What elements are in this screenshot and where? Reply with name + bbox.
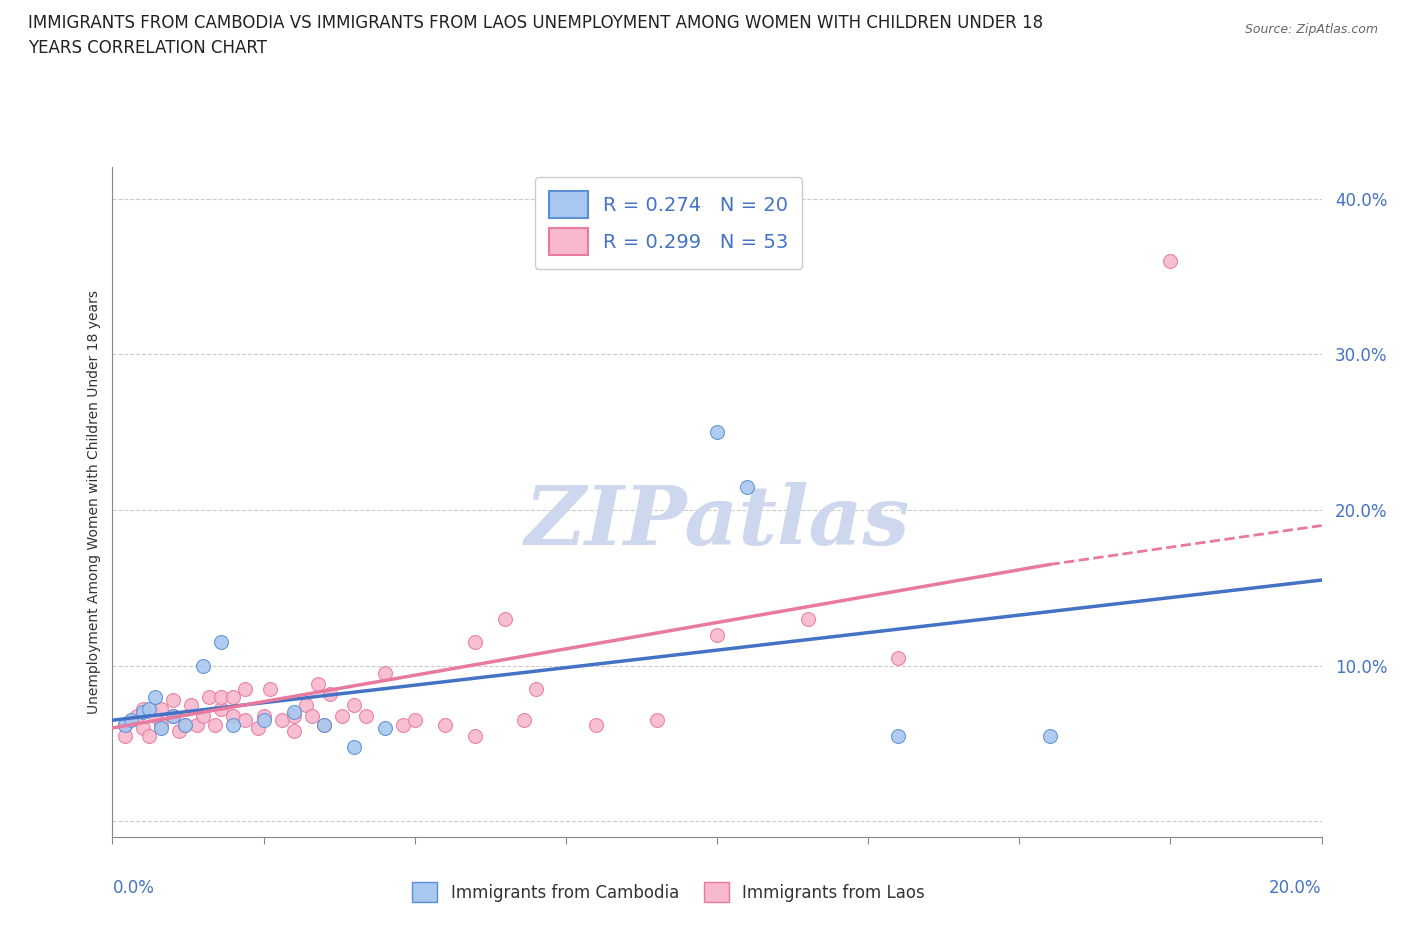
Point xyxy=(495,612,517,627)
Point xyxy=(524,682,547,697)
Point xyxy=(796,612,818,627)
Point xyxy=(391,717,413,732)
Point xyxy=(283,708,305,723)
Point xyxy=(138,702,160,717)
Point xyxy=(283,724,305,738)
Point xyxy=(222,708,245,723)
Point xyxy=(235,712,257,727)
Point xyxy=(307,677,329,692)
Point xyxy=(162,708,184,723)
Text: 20.0%: 20.0% xyxy=(1270,879,1322,897)
Point xyxy=(174,717,197,732)
Point xyxy=(585,717,607,732)
Point xyxy=(464,728,486,743)
Text: 0.0%: 0.0% xyxy=(112,879,155,897)
Point xyxy=(283,705,305,720)
Point xyxy=(1159,253,1181,268)
Point xyxy=(209,635,232,650)
Text: YEARS CORRELATION CHART: YEARS CORRELATION CHART xyxy=(28,39,267,57)
Point xyxy=(180,698,202,712)
Text: ZIPatlas: ZIPatlas xyxy=(524,483,910,563)
Point xyxy=(149,721,172,736)
Y-axis label: Unemployment Among Women with Children Under 18 years: Unemployment Among Women with Children U… xyxy=(87,290,101,714)
Point xyxy=(330,708,353,723)
Point xyxy=(114,728,136,743)
Point xyxy=(246,721,269,736)
Text: IMMIGRANTS FROM CAMBODIA VS IMMIGRANTS FROM LAOS UNEMPLOYMENT AMONG WOMEN WITH C: IMMIGRANTS FROM CAMBODIA VS IMMIGRANTS F… xyxy=(28,14,1043,32)
Point xyxy=(1038,728,1062,743)
Point xyxy=(253,708,276,723)
Point xyxy=(887,650,910,665)
Point xyxy=(132,705,155,720)
Point xyxy=(174,717,197,732)
Point xyxy=(259,682,281,697)
Point xyxy=(149,702,172,717)
Point xyxy=(706,425,728,440)
Point xyxy=(295,698,318,712)
Point xyxy=(149,717,172,732)
Point xyxy=(314,717,336,732)
Point xyxy=(162,708,184,723)
Point xyxy=(222,689,245,704)
Point xyxy=(512,712,534,727)
Point xyxy=(343,698,366,712)
Point xyxy=(314,717,336,732)
Point xyxy=(433,717,456,732)
Point xyxy=(125,708,148,723)
Point xyxy=(132,721,155,736)
Point xyxy=(374,666,396,681)
Point xyxy=(198,689,221,704)
Point xyxy=(120,712,142,727)
Text: Source: ZipAtlas.com: Source: ZipAtlas.com xyxy=(1244,23,1378,36)
Point xyxy=(209,702,232,717)
Point xyxy=(706,627,728,642)
Point xyxy=(167,724,190,738)
Point xyxy=(301,708,323,723)
Point xyxy=(191,658,214,673)
Point xyxy=(114,717,136,732)
Point xyxy=(204,717,226,732)
Point xyxy=(209,689,232,704)
Point xyxy=(404,712,426,727)
Point xyxy=(737,479,759,494)
Point xyxy=(186,717,208,732)
Point xyxy=(143,708,166,723)
Point xyxy=(191,708,214,723)
Point xyxy=(343,739,366,754)
Legend: Immigrants from Cambodia, Immigrants from Laos: Immigrants from Cambodia, Immigrants fro… xyxy=(406,875,932,909)
Point xyxy=(270,712,292,727)
Point xyxy=(356,708,378,723)
Point xyxy=(464,635,486,650)
Point xyxy=(138,728,160,743)
Point xyxy=(143,689,166,704)
Point xyxy=(319,686,342,701)
Point xyxy=(132,702,155,717)
Point xyxy=(887,728,910,743)
Point xyxy=(235,682,257,697)
Point xyxy=(114,717,136,732)
Point xyxy=(222,717,245,732)
Point xyxy=(374,721,396,736)
Point xyxy=(162,693,184,708)
Point xyxy=(253,712,276,727)
Point xyxy=(645,712,668,727)
